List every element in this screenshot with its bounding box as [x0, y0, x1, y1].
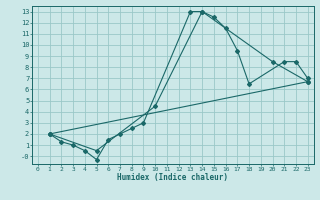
- X-axis label: Humidex (Indice chaleur): Humidex (Indice chaleur): [117, 173, 228, 182]
